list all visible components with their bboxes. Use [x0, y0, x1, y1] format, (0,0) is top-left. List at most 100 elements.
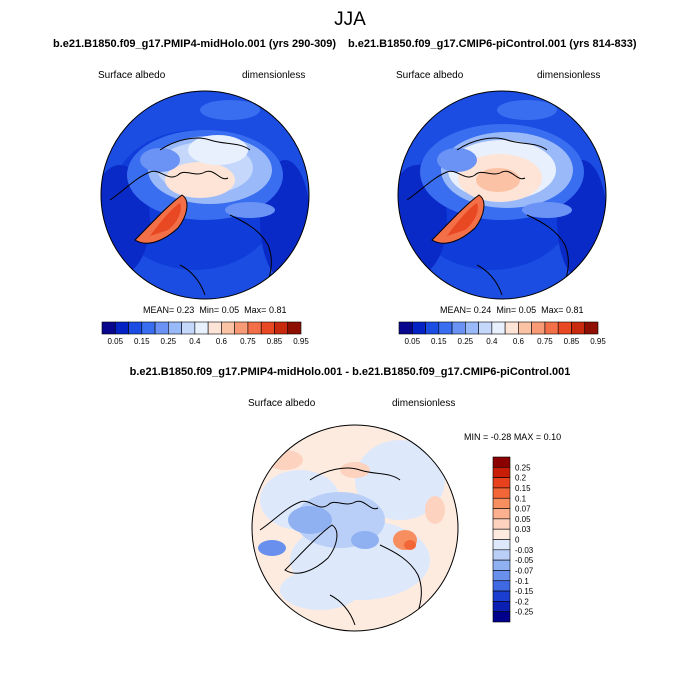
right-colorbar-tick-label: 0.75: [537, 337, 553, 346]
left-units-label: dimensionless: [242, 70, 306, 81]
difference-colorbar-swatch: [492, 487, 511, 499]
difference-map: [252, 425, 458, 631]
right-colorbar: 0.05 0.15 0.25 0.4 0.6 0.75 0.85 0.95: [398, 321, 606, 346]
left-colorbar-swatch: [247, 321, 262, 335]
left-stats: MEAN= 0.23 Min= 0.05 Max= 0.81: [143, 305, 286, 315]
left-colorbar-tick-label: 0.85: [267, 337, 283, 346]
diff-min-value: -0.28: [490, 432, 512, 442]
right-max-value: 0.81: [565, 305, 584, 315]
difference-colorbar-tick-label: 0.05: [515, 515, 531, 524]
difference-title: b.e21.B1850.f09_g17.PMIP4-midHolo.001 - …: [129, 366, 571, 378]
left-colorbar-swatch: [181, 321, 196, 335]
right-colorbar-tick-label: 0.85: [564, 337, 580, 346]
left-colorbar-swatch: [141, 321, 156, 335]
difference-coastlines: [259, 467, 422, 626]
right-colorbar-swatch: [504, 321, 519, 335]
left-panel-title: b.e21.B1850.f09_g17.PMIP4-midHolo.001 (y…: [53, 38, 337, 50]
right-colorbar-tick-label: 0.05: [404, 337, 420, 346]
right-colorbar-tick-label: 0.95: [590, 337, 606, 346]
left-colorbar-swatch: [234, 321, 249, 335]
difference-colorbar-swatch: [492, 549, 511, 561]
left-albedo-map: [101, 91, 309, 299]
left-colorbar: 0.05 0.15 0.25 0.4 0.6 0.75 0.85 0.95: [101, 321, 309, 346]
right-colorbar-swatch: [398, 321, 413, 335]
difference-colorbar-swatch: [492, 528, 511, 540]
left-colorbar-swatch: [154, 321, 169, 335]
left-colorbar-swatch: [114, 321, 129, 335]
left-mean-label: MEAN=: [143, 305, 175, 315]
right-colorbar-swatch: [491, 321, 506, 335]
difference-colorbar-swatch: [492, 559, 511, 571]
difference-colorbar-swatch: [492, 477, 511, 489]
right-colorbar-swatch: [531, 321, 546, 335]
left-colorbar-tick-label: 0.95: [293, 337, 309, 346]
right-colorbar-swatch: [478, 321, 493, 335]
difference-colorbar-swatch: [492, 539, 511, 551]
difference-colorbar-tick-label: 0.1: [515, 494, 527, 503]
right-colorbar-tick-label: 0.4: [486, 337, 498, 346]
left-colorbar-tick-label: 0.25: [161, 337, 177, 346]
difference-colorbar-swatch: [492, 467, 511, 478]
difference-colorbar-tick-label: 0.15: [515, 484, 531, 493]
diff-variable-label: Surface albedo: [248, 398, 316, 409]
difference-colorbar-tick-label: -0.15: [515, 587, 534, 596]
left-colorbar-tick-label: 0.75: [240, 337, 256, 346]
difference-colorbar-tick-label: 0.07: [515, 505, 531, 514]
right-colorbar-tick-label: 0.15: [431, 337, 447, 346]
difference-colorbar-tick-label: -0.1: [515, 577, 529, 586]
right-colorbar-swatch: [557, 321, 572, 335]
difference-colorbar-tick-label: -0.25: [515, 608, 534, 617]
diff-max-label: MAX =: [513, 432, 542, 442]
left-colorbar-swatch: [221, 321, 235, 335]
right-colorbar-tick-label: 0.25: [458, 337, 474, 346]
left-max-label: Max=: [244, 305, 267, 315]
right-colorbar-swatch: [411, 321, 426, 335]
left-colorbar-swatch: [168, 321, 182, 335]
diff-units-label: dimensionless: [392, 398, 456, 409]
right-colorbar-swatch: [451, 321, 466, 335]
left-colorbar-swatch: [128, 321, 143, 335]
main-title: JJA: [334, 9, 366, 30]
difference-colorbar-swatch: [492, 590, 511, 602]
left-colorbar-swatch: [274, 321, 289, 335]
left-map-border: [100, 90, 310, 300]
difference-colorbar-swatch: [492, 497, 511, 509]
difference-colorbar-swatch: [492, 456, 511, 468]
right-colorbar-swatch: [571, 321, 586, 335]
left-colorbar-swatch: [260, 321, 275, 335]
left-colorbar-swatch: [194, 321, 209, 335]
right-colorbar-swatch: [425, 321, 440, 335]
diff-max-value: 0.10: [543, 432, 562, 442]
right-colorbar-swatch: [544, 321, 559, 335]
right-map-border: [397, 90, 607, 300]
difference-colorbar-tick-label: 0.25: [515, 463, 531, 472]
right-stats: MEAN= 0.24 Min= 0.05 Max= 0.81: [440, 305, 583, 315]
difference-colorbar-tick-label: 0.03: [515, 525, 531, 534]
left-colorbar-tick-label: 0.6: [216, 337, 228, 346]
right-colorbar-swatch: [518, 321, 532, 335]
difference-colorbar: 0.250.20.150.10.070.050.030-0.03-0.05-0.…: [492, 456, 534, 623]
left-colorbar-tick-label: 0.05: [107, 337, 123, 346]
left-mean-value: 0.23: [176, 305, 195, 315]
left-colorbar-swatch: [287, 321, 302, 335]
right-min-label: Min=: [496, 305, 517, 315]
right-min-value: 0.05: [518, 305, 537, 315]
diff-stats: MIN = -0.28 MAX = 0.10: [464, 432, 561, 442]
left-min-value: 0.05: [221, 305, 240, 315]
right-colorbar-tick-label: 0.6: [513, 337, 525, 346]
difference-colorbar-tick-label: -0.05: [515, 556, 534, 565]
left-colorbar-tick-label: 0.4: [189, 337, 201, 346]
left-colorbar-swatch: [207, 321, 222, 335]
difference-colorbar-swatch: [492, 570, 511, 582]
right-albedo-map: [398, 91, 606, 299]
difference-map-border: [251, 424, 459, 632]
left-variable-label: Surface albedo: [98, 70, 166, 81]
difference-colorbar-tick-label: -0.2: [515, 597, 529, 606]
difference-colorbar-tick-label: 0: [515, 536, 520, 545]
difference-colorbar-tick-label: -0.07: [515, 566, 534, 575]
right-units-label: dimensionless: [537, 70, 601, 81]
left-min-label: Min=: [199, 305, 220, 315]
difference-colorbar-tick-label: 0.2: [515, 474, 527, 483]
right-mean-value: 0.24: [473, 305, 492, 315]
